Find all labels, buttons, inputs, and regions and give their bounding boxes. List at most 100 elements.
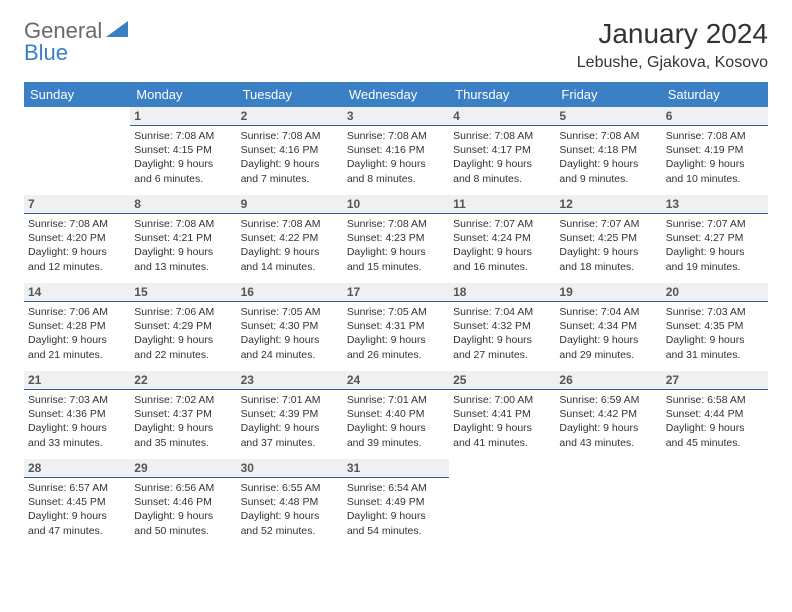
day-number: 19	[555, 283, 661, 302]
day-line: Sunrise: 6:58 AM	[666, 393, 764, 407]
day-line: Sunset: 4:21 PM	[134, 231, 232, 245]
day-number: 11	[449, 195, 555, 214]
day-details: Sunrise: 7:08 AMSunset: 4:15 PMDaylight:…	[130, 126, 236, 186]
calendar-cell: 30Sunrise: 6:55 AMSunset: 4:48 PMDayligh…	[237, 459, 343, 547]
day-line: and 13 minutes.	[134, 260, 232, 274]
day-line: Daylight: 9 hours	[241, 333, 339, 347]
day-line: and 33 minutes.	[28, 436, 126, 450]
day-details: Sunrise: 7:08 AMSunset: 4:22 PMDaylight:…	[237, 214, 343, 274]
day-line: and 9 minutes.	[559, 172, 657, 186]
day-line: Sunset: 4:40 PM	[347, 407, 445, 421]
day-details: Sunrise: 7:05 AMSunset: 4:30 PMDaylight:…	[237, 302, 343, 362]
day-number: 25	[449, 371, 555, 390]
day-details: Sunrise: 6:54 AMSunset: 4:49 PMDaylight:…	[343, 478, 449, 538]
day-details: Sunrise: 7:08 AMSunset: 4:19 PMDaylight:…	[662, 126, 768, 186]
day-details: Sunrise: 7:05 AMSunset: 4:31 PMDaylight:…	[343, 302, 449, 362]
day-number: 24	[343, 371, 449, 390]
day-details: Sunrise: 7:08 AMSunset: 4:23 PMDaylight:…	[343, 214, 449, 274]
day-details: Sunrise: 7:01 AMSunset: 4:40 PMDaylight:…	[343, 390, 449, 450]
day-line: Daylight: 9 hours	[134, 421, 232, 435]
day-line: Sunset: 4:15 PM	[134, 143, 232, 157]
day-line: Sunrise: 7:03 AM	[666, 305, 764, 319]
day-line: and 29 minutes.	[559, 348, 657, 362]
day-line: Sunset: 4:46 PM	[134, 495, 232, 509]
day-line: Sunrise: 7:08 AM	[453, 129, 551, 143]
day-details: Sunrise: 7:08 AMSunset: 4:16 PMDaylight:…	[343, 126, 449, 186]
logo-text-blue: Blue	[24, 40, 68, 65]
day-line: Sunrise: 7:08 AM	[559, 129, 657, 143]
logo-sub: Blue	[24, 40, 68, 66]
calendar-cell: 2Sunrise: 7:08 AMSunset: 4:16 PMDaylight…	[237, 107, 343, 195]
calendar-cell: 24Sunrise: 7:01 AMSunset: 4:40 PMDayligh…	[343, 371, 449, 459]
day-line: Daylight: 9 hours	[666, 157, 764, 171]
header: General January 2024 Lebushe, Gjakova, K…	[24, 18, 768, 72]
day-number: 20	[662, 283, 768, 302]
day-line: Sunrise: 7:08 AM	[241, 217, 339, 231]
day-line: Daylight: 9 hours	[28, 421, 126, 435]
calendar-cell: 17Sunrise: 7:05 AMSunset: 4:31 PMDayligh…	[343, 283, 449, 371]
day-number: 16	[237, 283, 343, 302]
calendar-cell: 27Sunrise: 6:58 AMSunset: 4:44 PMDayligh…	[662, 371, 768, 459]
calendar-cell: 15Sunrise: 7:06 AMSunset: 4:29 PMDayligh…	[130, 283, 236, 371]
day-line: Daylight: 9 hours	[453, 157, 551, 171]
day-line: Sunrise: 6:56 AM	[134, 481, 232, 495]
day-line: and 6 minutes.	[134, 172, 232, 186]
day-line: Sunrise: 7:08 AM	[134, 217, 232, 231]
day-line: Daylight: 9 hours	[134, 245, 232, 259]
calendar-cell: 6Sunrise: 7:08 AMSunset: 4:19 PMDaylight…	[662, 107, 768, 195]
day-line: Sunset: 4:42 PM	[559, 407, 657, 421]
day-line: Daylight: 9 hours	[347, 509, 445, 523]
calendar-cell: 3Sunrise: 7:08 AMSunset: 4:16 PMDaylight…	[343, 107, 449, 195]
day-line: and 8 minutes.	[453, 172, 551, 186]
day-details: Sunrise: 7:03 AMSunset: 4:36 PMDaylight:…	[24, 390, 130, 450]
day-line: Daylight: 9 hours	[28, 245, 126, 259]
day-line: and 43 minutes.	[559, 436, 657, 450]
day-line: Sunset: 4:44 PM	[666, 407, 764, 421]
day-line: and 7 minutes.	[241, 172, 339, 186]
day-number: 13	[662, 195, 768, 214]
day-line: Sunset: 4:16 PM	[347, 143, 445, 157]
day-line: and 19 minutes.	[666, 260, 764, 274]
day-number: 26	[555, 371, 661, 390]
calendar-row: 1Sunrise: 7:08 AMSunset: 4:15 PMDaylight…	[24, 107, 768, 195]
calendar-page: General January 2024 Lebushe, Gjakova, K…	[0, 0, 792, 565]
day-line: and 47 minutes.	[28, 524, 126, 538]
day-details: Sunrise: 6:55 AMSunset: 4:48 PMDaylight:…	[237, 478, 343, 538]
day-line: and 21 minutes.	[28, 348, 126, 362]
calendar-cell: 29Sunrise: 6:56 AMSunset: 4:46 PMDayligh…	[130, 459, 236, 547]
day-line: Sunset: 4:16 PM	[241, 143, 339, 157]
day-number: 14	[24, 283, 130, 302]
day-details: Sunrise: 7:08 AMSunset: 4:21 PMDaylight:…	[130, 214, 236, 274]
day-number: 12	[555, 195, 661, 214]
day-line: Sunrise: 7:00 AM	[453, 393, 551, 407]
day-line: Sunrise: 7:08 AM	[347, 217, 445, 231]
day-line: Sunset: 4:34 PM	[559, 319, 657, 333]
day-line: Sunrise: 7:05 AM	[241, 305, 339, 319]
day-line: Sunrise: 6:55 AM	[241, 481, 339, 495]
day-line: and 15 minutes.	[347, 260, 445, 274]
day-line: Sunrise: 7:05 AM	[347, 305, 445, 319]
day-number: 15	[130, 283, 236, 302]
calendar-row: 14Sunrise: 7:06 AMSunset: 4:28 PMDayligh…	[24, 283, 768, 371]
day-line: Daylight: 9 hours	[453, 421, 551, 435]
day-details: Sunrise: 6:57 AMSunset: 4:45 PMDaylight:…	[24, 478, 130, 538]
day-details: Sunrise: 7:04 AMSunset: 4:34 PMDaylight:…	[555, 302, 661, 362]
day-number: 29	[130, 459, 236, 478]
weekday-header: Monday	[130, 82, 236, 107]
calendar-cell: 14Sunrise: 7:06 AMSunset: 4:28 PMDayligh…	[24, 283, 130, 371]
calendar-row: 7Sunrise: 7:08 AMSunset: 4:20 PMDaylight…	[24, 195, 768, 283]
day-line: Sunset: 4:24 PM	[453, 231, 551, 245]
day-line: Sunset: 4:17 PM	[453, 143, 551, 157]
day-number: 3	[343, 107, 449, 126]
day-line: Sunset: 4:30 PM	[241, 319, 339, 333]
day-number: 27	[662, 371, 768, 390]
day-line: and 27 minutes.	[453, 348, 551, 362]
day-details: Sunrise: 7:08 AMSunset: 4:17 PMDaylight:…	[449, 126, 555, 186]
calendar-cell: 25Sunrise: 7:00 AMSunset: 4:41 PMDayligh…	[449, 371, 555, 459]
calendar-row: 21Sunrise: 7:03 AMSunset: 4:36 PMDayligh…	[24, 371, 768, 459]
day-line: Sunset: 4:39 PM	[241, 407, 339, 421]
day-number: 4	[449, 107, 555, 126]
calendar-cell	[24, 107, 130, 195]
day-number: 17	[343, 283, 449, 302]
day-line: Sunset: 4:25 PM	[559, 231, 657, 245]
